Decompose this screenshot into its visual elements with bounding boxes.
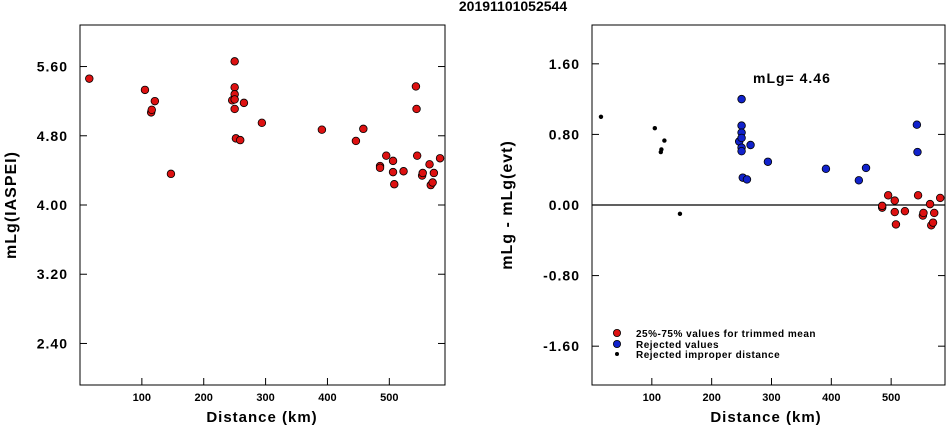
right-xtick-label: 400 [822,392,840,404]
left-data-point-s0 [150,96,160,106]
right-ytick-label: 1.60 [549,56,580,72]
left-xtick-label: 400 [318,392,336,404]
right-data-point-s1 [737,146,746,156]
left-data-point-s0 [388,167,398,177]
left-data-point-s0 [230,104,239,114]
right-data-point-s2 [662,138,667,143]
right-xlabel: Distance (km) [710,409,821,426]
left-data-point-s0 [140,85,150,95]
right-xtick-label: 500 [882,392,900,404]
right-data-point-s1 [821,164,831,174]
left-data-point-s0 [166,169,176,179]
right-data-point-s0 [913,191,923,200]
right-data-point-s0 [928,218,938,227]
right-data-point-s0 [877,201,887,211]
right-ylabel: mLg - mLg(evt) [499,140,516,270]
right-ytick-label: 0.80 [549,126,580,142]
legend-marker-improper [615,352,619,356]
right-data-point-s0 [890,207,899,217]
left-data-point-s0 [435,154,445,163]
right-data-point-s0 [930,208,939,218]
right-data-point-s1 [742,175,752,184]
right-data-point-s1 [912,120,922,129]
right-data-point-s2 [598,114,604,119]
right-data-point-s0 [891,220,901,229]
left-data-point-s0 [412,104,421,114]
left-ylabel: mLg(IASPEI) [3,151,20,259]
right-data-point-s0 [890,196,899,205]
left-data-point-s0 [359,124,368,134]
left-data-point-s0 [425,160,434,169]
right-data-point-s2 [652,126,658,131]
left-data-point-s0 [375,163,385,172]
left-data-point-s0 [351,136,361,146]
right-xtick-label: 300 [762,392,780,404]
left-data-point-s0 [411,82,421,91]
right-ytick-label: 0.00 [549,197,580,213]
legend-label-improper: Rejected improper distance [636,350,780,361]
right-data-point-s2 [659,147,664,152]
right-ytick-label: -1.60 [543,338,580,354]
right-panel: 100 200 300 400 500 -1.60 -0.80 0.00 0.80 1.60 mL… [499,24,946,426]
right-data-point-s0 [900,206,910,216]
left-xtick-label: 300 [256,392,274,404]
left-ytick-label: 3.20 [37,266,68,282]
right-data-points [598,94,945,230]
left-ytick-label: 4.00 [37,197,68,213]
legend-label-kept: 25%-75% values for trimmed mean [636,329,816,340]
left-ytick-label: 4.80 [37,128,68,144]
left-data-point-s0 [230,57,239,66]
right-data-point-s0 [919,208,928,218]
left-axis-ticks: 100 200 300 400 500 2.40 3.20 4.00 4.80 5.60 [37,59,445,404]
mean-annotation: mLg= 4.46 [753,70,831,86]
legend-marker-rejected [613,339,622,348]
legend-marker-kept [613,328,622,337]
right-data-point-s1 [737,121,746,130]
left-data-point-s0 [147,105,156,115]
left-data-point-s0 [428,178,437,187]
right-ytick-label: -0.80 [543,268,580,284]
legend-label-rejected: Rejected values [636,340,719,351]
left-data-point-s0 [230,83,239,92]
left-data-point-s0 [429,168,439,178]
right-data-point-s1 [861,163,871,173]
left-data-points [85,57,445,190]
left-xlabel: Distance (km) [206,409,317,426]
left-ytick-label: 2.40 [37,335,68,351]
left-xtick-label: 200 [195,392,213,404]
right-data-point-s1 [737,133,746,143]
left-data-point-s0 [418,168,427,178]
right-data-point-s1 [763,157,773,166]
right-data-point-s1 [737,94,746,104]
left-data-point-s0 [412,151,422,160]
right-data-point-s1 [913,147,922,157]
right-data-point-s0 [883,191,893,200]
right-xtick-label: 100 [643,392,661,404]
left-data-point-s0 [85,74,94,83]
chart-title: 20191101052544 [459,0,567,14]
right-data-point-s1 [854,176,864,185]
left-xtick-label: 100 [133,392,151,404]
left-ytick-label: 5.60 [37,59,68,75]
left-data-point-s0 [317,125,327,134]
right-data-point-s1 [746,140,755,150]
left-data-point-s0 [399,167,408,176]
left-plot-frame [79,24,446,386]
legend: 25%-75% values for trimmed mean Rejected… [613,328,816,361]
left-panel: 100 200 300 400 500 2.40 3.20 4.00 4.80 5.60 Dist… [3,24,446,426]
left-data-point-s0 [390,180,399,189]
left-xtick-label: 500 [380,392,398,404]
left-data-point-s0 [388,156,398,166]
left-data-point-s0 [230,95,239,104]
left-data-point-s0 [236,135,245,145]
right-data-point-s0 [925,199,935,209]
right-xtick-label: 200 [702,392,720,404]
right-axis-ticks: 100 200 300 400 500 -1.60 -0.80 0.00 0.80 1.60 [543,56,945,404]
right-data-point-s2 [677,211,683,217]
right-data-point-s0 [936,193,945,203]
left-data-point-s0 [382,151,391,160]
left-data-point-s0 [239,98,249,108]
left-data-point-s0 [257,118,267,127]
